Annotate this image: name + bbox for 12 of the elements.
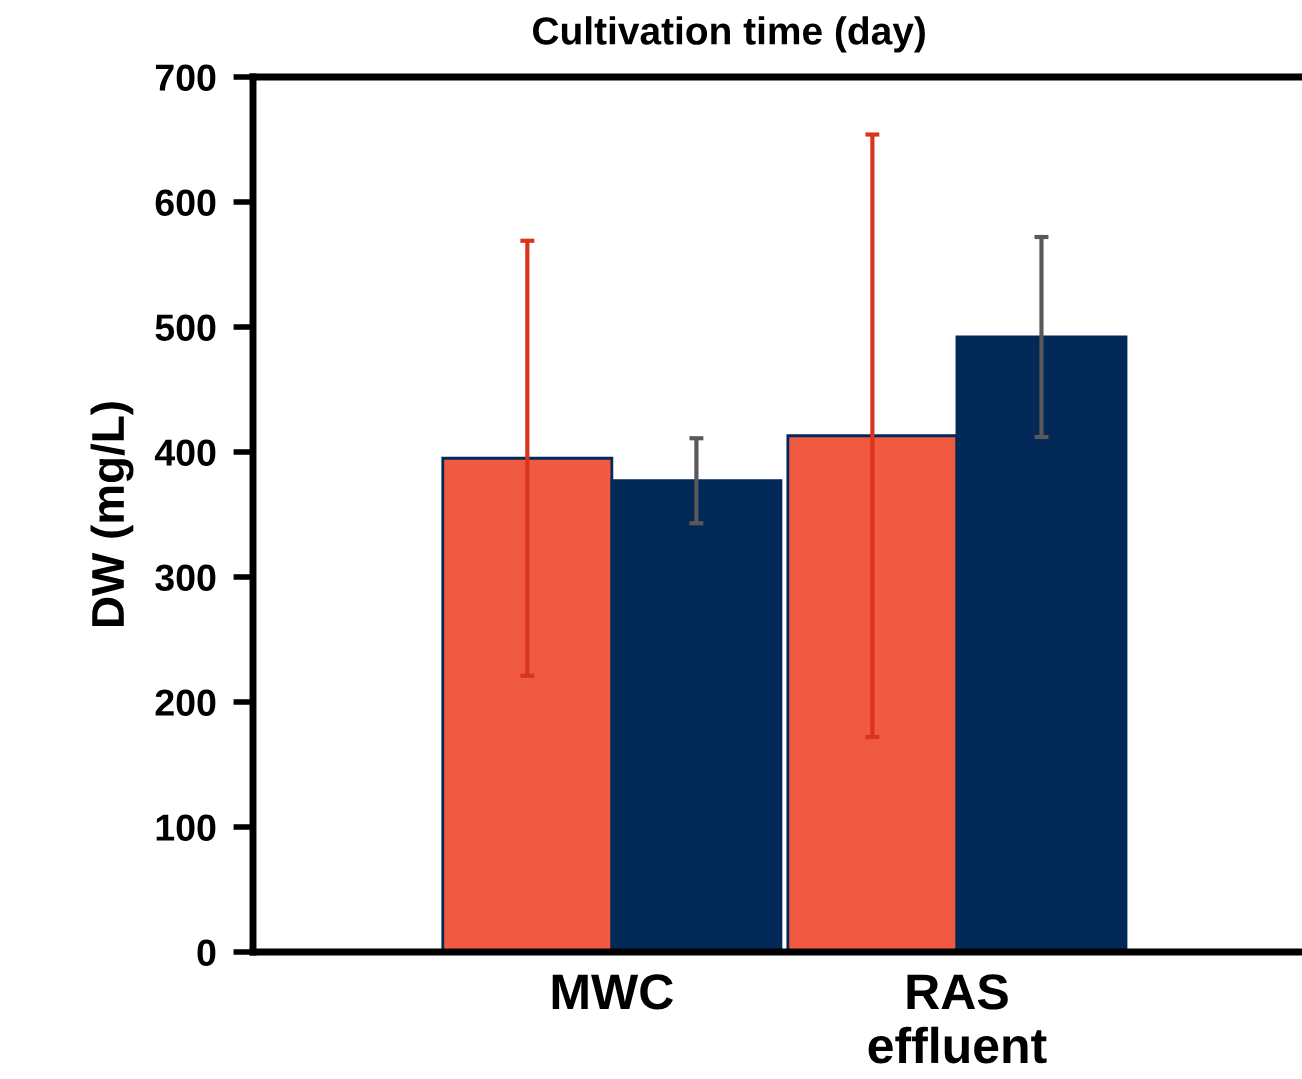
y-tick-label: 0 <box>197 939 216 966</box>
y-tick-label: 500 <box>155 314 216 341</box>
y-axis-title: DW (mg/L) <box>90 402 134 626</box>
x-tick-label: MWC <box>552 974 673 1010</box>
chart-title: Cultivation time (day) <box>533 16 925 53</box>
y-tick-label: 700 <box>155 64 216 91</box>
y-tick-label: 100 <box>156 814 216 841</box>
y-tick-label: 200 <box>155 689 216 716</box>
y-tick-label: 300 <box>155 564 216 592</box>
y-tick-label: 400 <box>154 439 216 466</box>
y-tick-label: 600 <box>155 189 216 216</box>
x-tick-label: RAS effluent <box>868 974 1047 1064</box>
